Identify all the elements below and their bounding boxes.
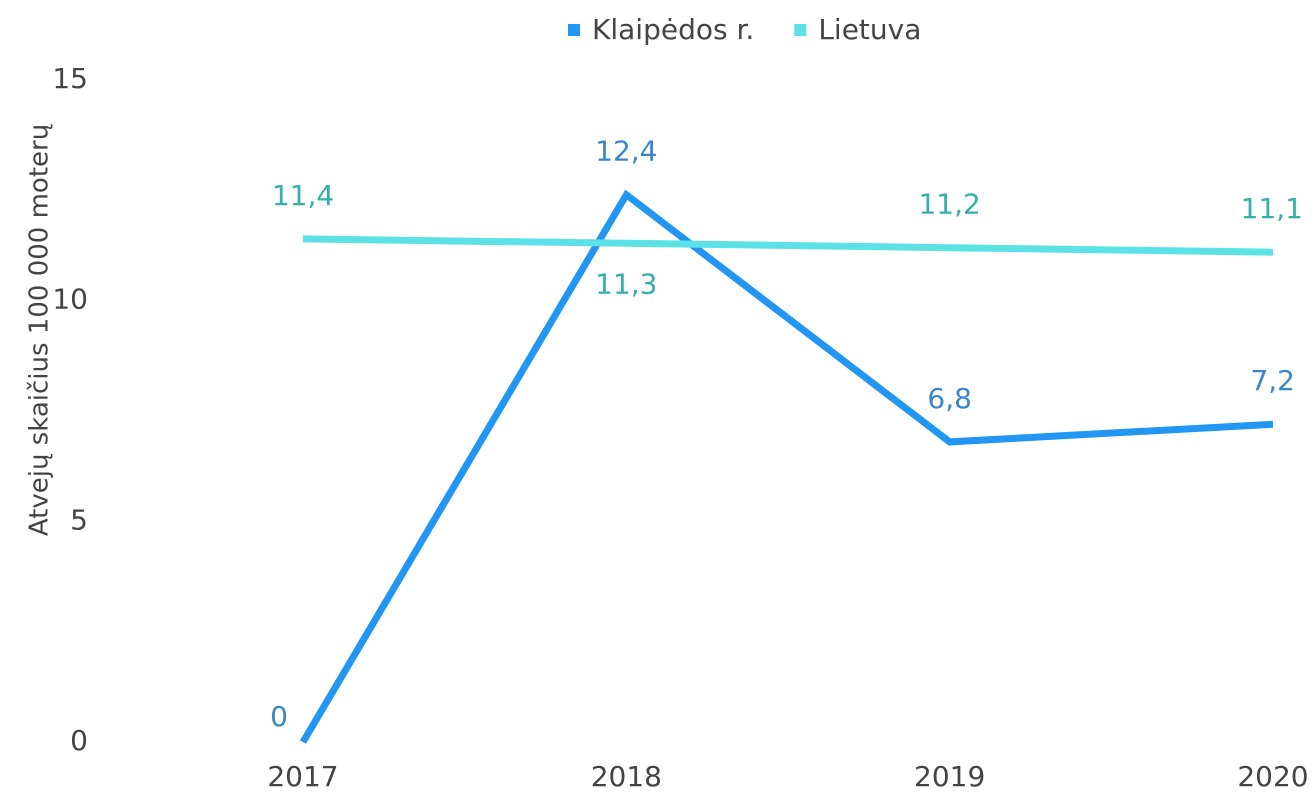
data-label: 11,3 bbox=[595, 267, 657, 300]
x-tick-label: 2019 bbox=[914, 760, 985, 793]
legend-swatch bbox=[568, 24, 580, 36]
data-label: 11,4 bbox=[272, 179, 334, 212]
y-tick-label: 15 bbox=[52, 62, 88, 95]
y-tick-label: 5 bbox=[70, 503, 88, 536]
data-label: 11,2 bbox=[918, 188, 980, 221]
data-label: 12,4 bbox=[595, 135, 657, 168]
y-tick-label: 10 bbox=[52, 283, 88, 316]
legend-label: Klaipėdos r. bbox=[592, 13, 754, 46]
x-tick-label: 2018 bbox=[591, 760, 662, 793]
series-line bbox=[299, 189, 1274, 744]
series-line bbox=[302, 235, 1274, 256]
data-label: 6,8 bbox=[927, 382, 972, 415]
data-label: 11,1 bbox=[1241, 192, 1303, 225]
y-tick-label: 0 bbox=[70, 724, 88, 757]
data-label: 7,2 bbox=[1250, 364, 1295, 397]
legend-swatch bbox=[794, 24, 807, 36]
data-label: 0 bbox=[270, 700, 288, 733]
x-tick-label: 2017 bbox=[267, 760, 338, 793]
legend-label: Lietuva bbox=[818, 13, 921, 46]
y-axis-label: Atvejų skaičius 100 000 moterų bbox=[25, 124, 55, 536]
x-tick-label: 2020 bbox=[1237, 760, 1308, 793]
